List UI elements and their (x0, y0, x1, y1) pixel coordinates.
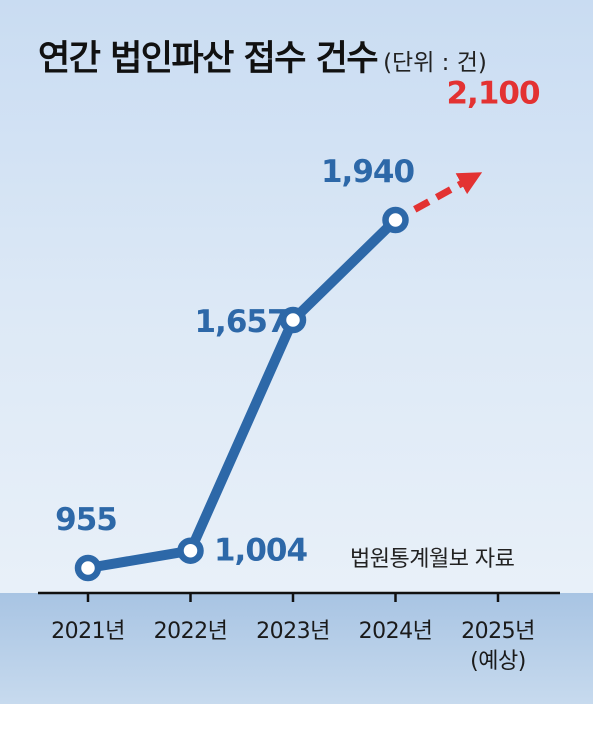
data-point-2023 (279, 306, 307, 334)
series-line-actual (83, 215, 401, 573)
x-tick-label-3: 2023년 (256, 619, 330, 644)
data-label-2024: 1,940 (321, 154, 414, 190)
data-point-2021 (74, 554, 102, 582)
data-label-2022: 1,004 (214, 533, 307, 569)
title-row: 연간 법인파산 접수 건수 (단위 : 건) (38, 30, 487, 81)
x-tick-note-5: (예상) (470, 649, 526, 674)
data-point-2024 (382, 206, 409, 234)
chart-card: 연간 법인파산 접수 건수 (단위 : 건) 법원통계월보 자료 2021년 202… (0, 0, 593, 704)
data-label-2025: 2,100 (446, 75, 539, 111)
x-tick-label-5: 2025년 (461, 619, 535, 644)
axis-band (0, 593, 593, 704)
x-tick-label-1: 2021년 (51, 619, 125, 644)
data-label-2021: 955 (55, 502, 117, 538)
forecast-arrow (413, 172, 483, 213)
unit-label: (단위 : 건) (383, 50, 487, 76)
source-note: 법원통계월보 자료 (350, 547, 515, 572)
data-label-2023: 1,657 (194, 304, 287, 340)
chart-title: 연간 법인파산 접수 건수 (38, 39, 379, 79)
line-chart: 2021년 2022년 2023년 2024년 2025년 (예상) 955 1,004 1,… (38, 75, 560, 674)
x-tick-label-4: 2024년 (359, 619, 433, 644)
data-point-2022 (177, 537, 204, 564)
x-tick-label-2: 2022년 (154, 619, 228, 644)
